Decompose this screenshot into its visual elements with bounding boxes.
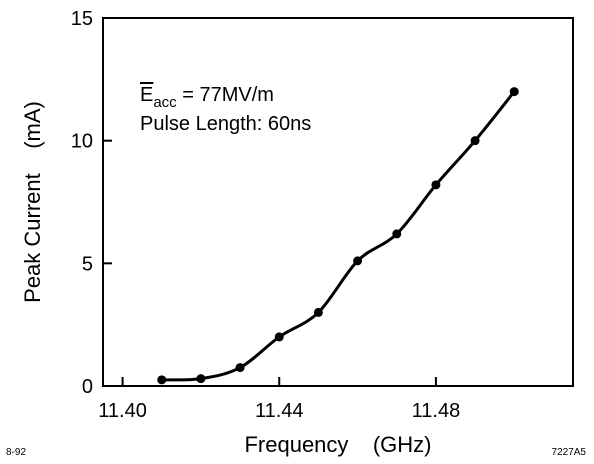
pulse-length-annotation: Pulse Length: 60ns	[140, 113, 311, 135]
data-point	[235, 363, 245, 373]
data-point	[431, 180, 441, 190]
y-tick-label: 5	[82, 253, 93, 275]
x-tick-label: 11.44	[255, 400, 304, 422]
data-points	[157, 87, 519, 385]
y-tick-label: 15	[71, 8, 93, 30]
data-point	[313, 307, 323, 317]
data-point	[392, 229, 402, 239]
x-axis-ticks: 11.40 11.44 11.48	[98, 377, 460, 422]
footer-date: 8-92	[6, 447, 27, 458]
y-axis-title: Peak Current (mA)	[20, 101, 45, 303]
x-tick-label: 11.48	[412, 400, 461, 422]
data-point	[509, 87, 519, 97]
y-tick-label: 0	[82, 376, 93, 398]
eacc-symbol: E	[140, 84, 153, 106]
eacc-value: = 77MV/m	[177, 84, 274, 106]
y-axis-ticks: 0 5 10 15	[71, 8, 112, 398]
series-line	[161, 90, 516, 382]
x-axis-title: Frequency (GHz)	[244, 432, 431, 457]
eacc-subscript: acc	[153, 94, 177, 111]
data-point	[196, 374, 206, 384]
footer-figure-id: 7227A5	[551, 447, 586, 458]
x-tick-label: 11.40	[98, 400, 147, 422]
eacc-annotation: Eacc = 77MV/m	[140, 84, 274, 111]
data-point	[470, 136, 480, 146]
data-point	[353, 256, 363, 266]
y-tick-label: 10	[71, 131, 93, 153]
data-point	[157, 375, 167, 385]
data-point	[274, 332, 284, 342]
plot-frame	[102, 17, 574, 387]
